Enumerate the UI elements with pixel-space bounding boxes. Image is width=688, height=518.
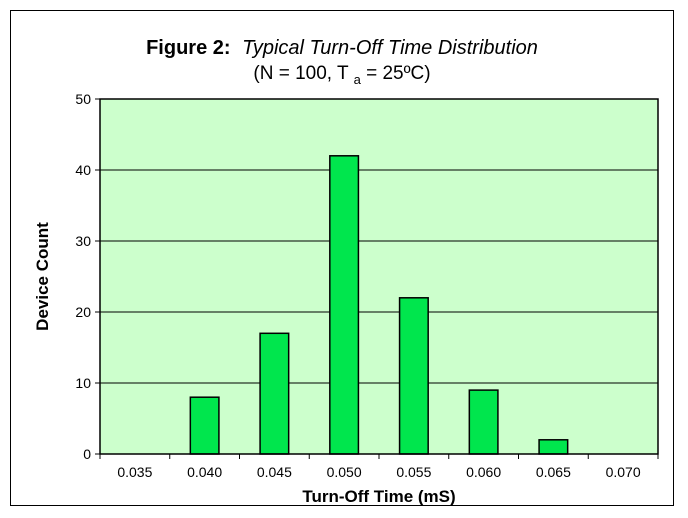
bar-0.040	[189, 396, 220, 455]
chart: Figure 2: Typical Turn-Off Time Distribu…	[33, 37, 659, 506]
x-tick-label: 0.055	[396, 464, 431, 480]
chart-title-prefix: Figure 2:	[146, 37, 230, 59]
x-tick-label: 0.060	[466, 464, 501, 480]
x-tick-label: 0.040	[187, 464, 222, 480]
y-tick-label: 40	[75, 162, 91, 178]
y-tick-label: 0	[83, 446, 91, 462]
y-tick-label: 30	[75, 233, 91, 249]
chart-title-italic: Typical Turn-Off Time Distribution	[242, 37, 538, 59]
gridlines	[100, 169, 658, 384]
chart-subtitle: (N = 100, T a = 25ºC)	[253, 63, 430, 89]
bar-0.045	[259, 332, 290, 455]
x-tick-label: 0.035	[117, 464, 152, 480]
y-axis: 0 10 20 30 40 50	[75, 91, 100, 462]
bar-0.050	[329, 155, 360, 455]
y-tick-label: 10	[75, 375, 91, 391]
bar-0.065	[538, 439, 569, 455]
x-tick-label: 0.045	[257, 464, 292, 480]
x-tick-label: 0.050	[327, 464, 362, 480]
chart-subtitle-main: (N = 100, T	[253, 63, 349, 84]
x-tick-label: 0.070	[606, 464, 641, 480]
y-tick-label: 50	[75, 91, 91, 107]
y-tick-label: 20	[75, 304, 91, 320]
x-axis: 0.035 0.040 0.045 0.050 0.055 0.060 0.065 0.070	[99, 454, 659, 480]
y-axis-label: Device Count	[33, 222, 52, 331]
x-tick-label: 0.065	[536, 464, 571, 480]
chart-subtitle-subscript: a	[354, 72, 362, 87]
x-axis-label: Turn-Off Time (mS)	[302, 487, 455, 505]
bar-0.060	[468, 389, 499, 455]
chart-subtitle-tail: = 25ºC)	[366, 63, 431, 84]
chart-title: Figure 2: Typical Turn-Off Time Distribu…	[146, 37, 538, 59]
chart-frame: Figure 2: Typical Turn-Off Time Distribu…	[10, 10, 674, 506]
plot-area	[100, 99, 658, 454]
bar-0.055	[398, 297, 429, 455]
